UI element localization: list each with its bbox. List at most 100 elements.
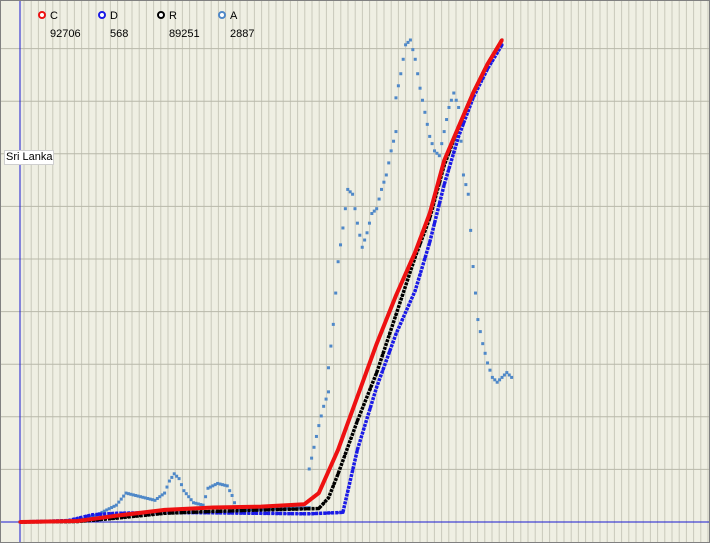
point-A	[141, 495, 145, 499]
point-C	[187, 507, 191, 511]
point-C	[169, 508, 173, 512]
legend-value-A: 2887	[230, 28, 254, 40]
point-A	[481, 342, 485, 346]
point-A	[110, 506, 114, 510]
point-A	[387, 161, 391, 165]
point-A	[392, 139, 396, 143]
point-D	[381, 367, 385, 371]
point-A	[206, 486, 210, 490]
point-C	[275, 504, 279, 508]
point-D	[84, 514, 88, 518]
point-R	[265, 508, 269, 512]
point-R	[138, 514, 143, 518]
point-A	[394, 96, 398, 100]
point-C	[35, 520, 39, 524]
point-A	[307, 467, 311, 471]
point-A	[498, 378, 502, 382]
point-A	[134, 493, 138, 497]
point-A	[404, 43, 408, 47]
point-D	[318, 511, 323, 515]
point-A	[223, 483, 227, 487]
point-A	[454, 98, 458, 102]
point-A	[324, 397, 328, 401]
point-A	[363, 238, 367, 242]
point-A	[339, 243, 343, 247]
point-A	[322, 404, 326, 408]
point-D	[313, 511, 317, 516]
point-A	[461, 173, 465, 177]
point-A	[353, 207, 357, 211]
point-C	[103, 515, 107, 519]
point-A	[471, 265, 475, 269]
point-C	[500, 38, 504, 42]
point-D	[301, 512, 305, 516]
point-D	[423, 256, 427, 261]
point-A	[175, 474, 179, 478]
point-A	[401, 57, 405, 61]
point-C	[41, 520, 45, 524]
point-D	[407, 303, 411, 307]
point-R	[322, 501, 326, 505]
point-A	[151, 498, 155, 502]
point-A	[117, 500, 121, 504]
point-C	[317, 491, 321, 495]
point-A	[107, 507, 111, 511]
point-R	[368, 387, 372, 391]
point-R	[163, 511, 167, 515]
point-C	[270, 504, 274, 508]
point-A	[194, 501, 198, 505]
point-C	[375, 342, 379, 346]
point-R	[331, 484, 335, 488]
point-A	[425, 122, 429, 126]
point-A	[394, 130, 398, 134]
point-D	[259, 511, 263, 515]
point-A	[172, 472, 176, 476]
point-A	[336, 260, 340, 264]
point-A	[211, 484, 215, 488]
point-A	[382, 180, 386, 184]
point-C	[175, 507, 179, 511]
point-A	[396, 84, 400, 88]
point-A	[112, 504, 116, 508]
point-A	[192, 501, 196, 505]
point-D	[330, 511, 334, 515]
point-C	[323, 477, 327, 481]
point-D	[271, 511, 275, 516]
point-R	[282, 507, 286, 511]
point-C	[70, 519, 74, 523]
point-D	[447, 166, 451, 171]
point-A	[406, 40, 410, 44]
point-C	[476, 81, 480, 85]
point-D	[375, 385, 379, 389]
point-C	[466, 102, 470, 106]
point-C	[428, 211, 432, 216]
point-A	[286, 506, 290, 510]
point-A	[143, 496, 147, 500]
point-A	[358, 233, 362, 237]
point-D	[324, 511, 328, 515]
point-A	[488, 368, 492, 372]
point-D	[241, 511, 245, 515]
point-A	[416, 72, 420, 76]
point-A	[375, 207, 379, 211]
point-C	[98, 516, 102, 520]
point-R	[394, 313, 398, 317]
legend-item-D: D 568	[98, 10, 128, 40]
point-C	[418, 237, 422, 241]
point-C	[368, 359, 372, 363]
point-D	[413, 289, 417, 293]
point-D	[428, 240, 432, 245]
point-A	[331, 322, 335, 326]
point-A	[452, 91, 456, 95]
point-C	[349, 412, 353, 416]
point-A	[343, 207, 347, 211]
point-A	[413, 57, 417, 61]
legend-value-R: 89251	[169, 28, 200, 40]
point-A	[199, 503, 203, 507]
point-C	[490, 54, 494, 58]
country-label: Sri Lanka	[4, 150, 55, 165]
point-A	[478, 330, 482, 334]
point-A	[433, 149, 437, 153]
point-A	[139, 495, 142, 499]
